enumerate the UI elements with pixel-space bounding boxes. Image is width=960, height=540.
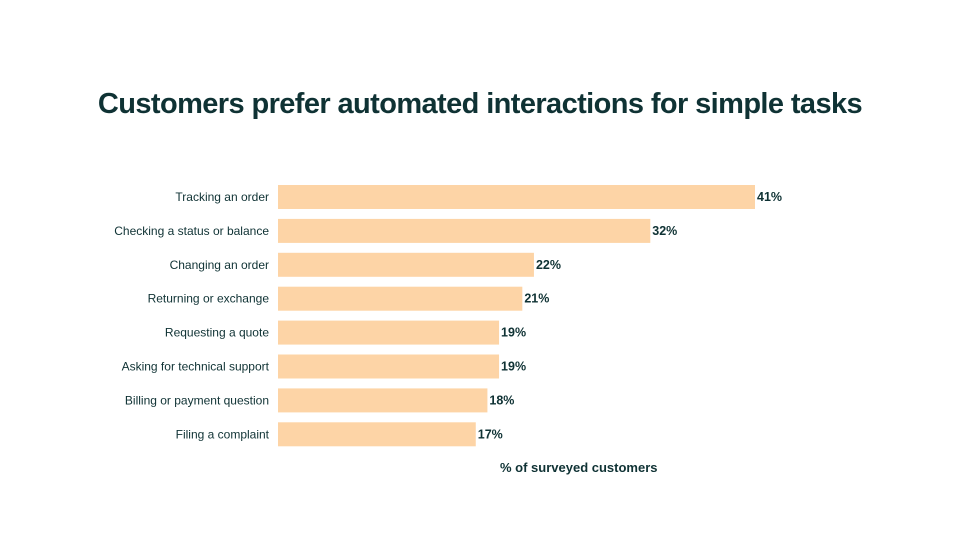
category-label: Checking a status or balance (114, 224, 269, 238)
bar (278, 286, 523, 311)
data-label: 19% (501, 360, 526, 374)
data-label: 18% (489, 393, 514, 407)
category-label: Filing a complaint (176, 427, 270, 441)
category-label: Requesting a quote (165, 326, 269, 340)
bar (278, 388, 488, 413)
data-label: 17% (478, 427, 503, 441)
category-label: Changing an order (170, 258, 269, 272)
x-axis-label: % of surveyed customers (500, 460, 658, 475)
bar (278, 185, 755, 209)
category-label: Billing or payment question (125, 393, 269, 407)
bar (278, 354, 500, 379)
data-label: 22% (536, 258, 561, 272)
bar (278, 252, 534, 277)
bar (278, 218, 651, 243)
data-label: 21% (524, 292, 549, 306)
bar (278, 320, 500, 345)
bar (278, 422, 476, 447)
data-label: 41% (757, 190, 782, 204)
category-label: Returning or exchange (148, 292, 270, 306)
chart-title: Customers prefer automated interactions … (97, 88, 863, 120)
data-label: 32% (652, 224, 677, 238)
category-label: Tracking an order (175, 190, 269, 204)
category-label: Asking for technical support (122, 360, 270, 374)
data-label: 19% (501, 326, 526, 340)
